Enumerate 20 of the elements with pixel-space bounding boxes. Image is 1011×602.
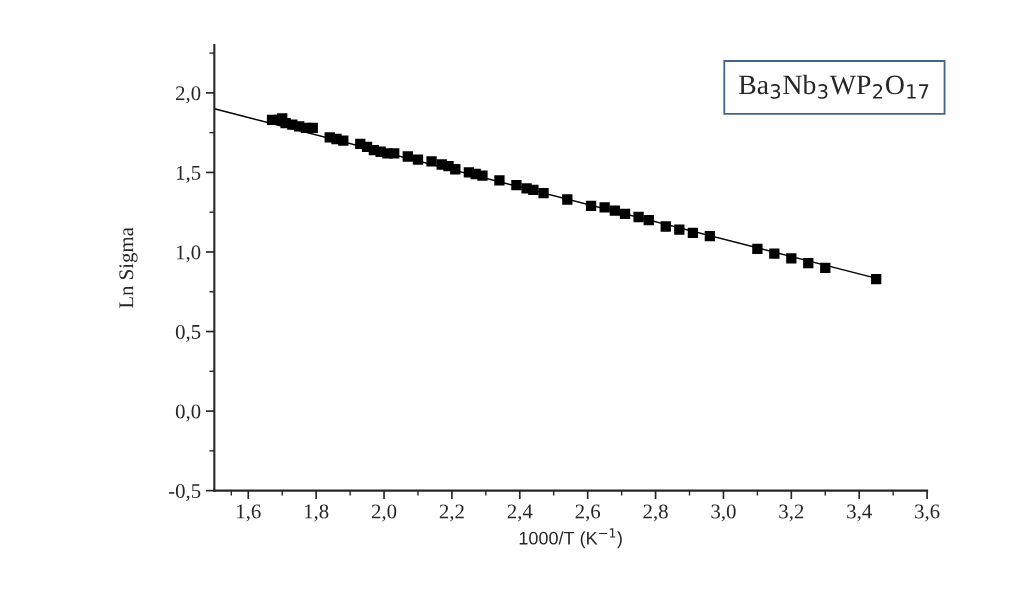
y-tick-label: 2,0 [176, 86, 201, 104]
y-tick-label: 0,5 [175, 324, 201, 342]
annotation: Ba$_{3}$Nb$_{3}$WP$_{2}$O$_{17}$ [738, 74, 929, 99]
x-tick-label: 2,6 [575, 504, 601, 522]
x-tick-label: 1,8 [304, 504, 329, 522]
y-axis-title: Ln Sigma [119, 227, 138, 309]
y-tick-label: -0,5 [168, 484, 201, 502]
x-axis-title: 1000/T (K$^{−1}$) [519, 528, 622, 549]
x-tick-label: 2,4 [507, 504, 533, 522]
x-tick-label: 2,8 [643, 504, 668, 522]
y-tick-label: 1,5 [176, 165, 201, 183]
x-tick-label: 3,4 [847, 504, 872, 522]
x-tick-label: 2,0 [371, 504, 397, 522]
y-tick-label: 1,0 [176, 245, 201, 263]
y-tick-label: 0,0 [175, 404, 201, 422]
x-tick-label: 3,0 [711, 504, 736, 522]
x-tick-label: 3,6 [915, 504, 940, 522]
x-tick-label: 3,2 [779, 504, 804, 522]
x-tick-label: 2,2 [439, 504, 464, 522]
x-tick-label: 1,6 [237, 504, 261, 522]
